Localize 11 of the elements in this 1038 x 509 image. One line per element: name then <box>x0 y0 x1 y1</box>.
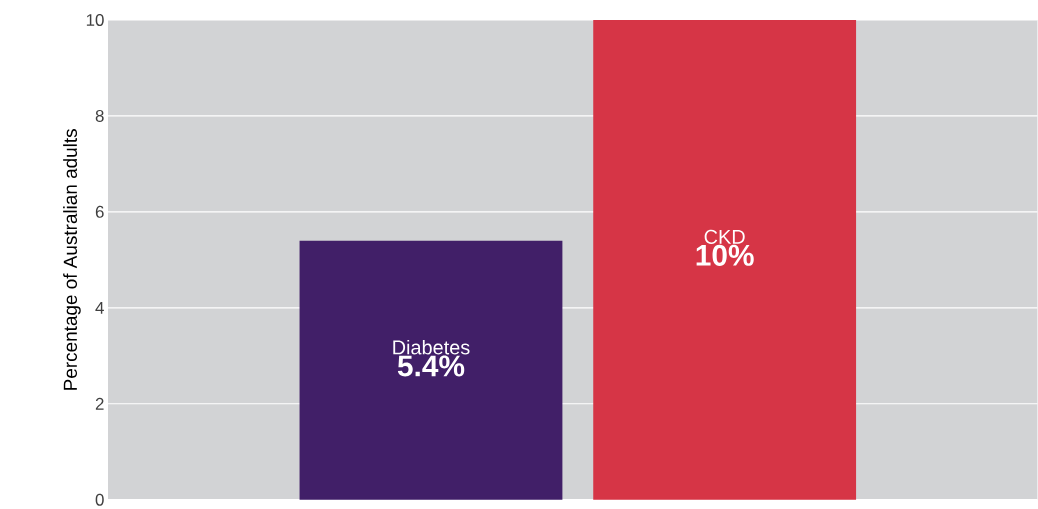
y-tick-label: 4 <box>95 301 104 314</box>
data-label: 5.4% <box>397 355 465 377</box>
data-label: 10% <box>696 244 754 266</box>
y-tick-label: 6 <box>95 205 104 218</box>
y-tick-label: 10 <box>86 13 104 26</box>
y-tick-label: 2 <box>95 397 104 410</box>
x-tick-label: Diabetes <box>393 339 470 355</box>
y-axis-title: Percentage of Australian adults <box>63 129 81 390</box>
x-tick-label: CKD <box>704 229 745 244</box>
y-tick-label: 8 <box>95 109 104 122</box>
y-tick-label: 0 <box>95 493 104 506</box>
